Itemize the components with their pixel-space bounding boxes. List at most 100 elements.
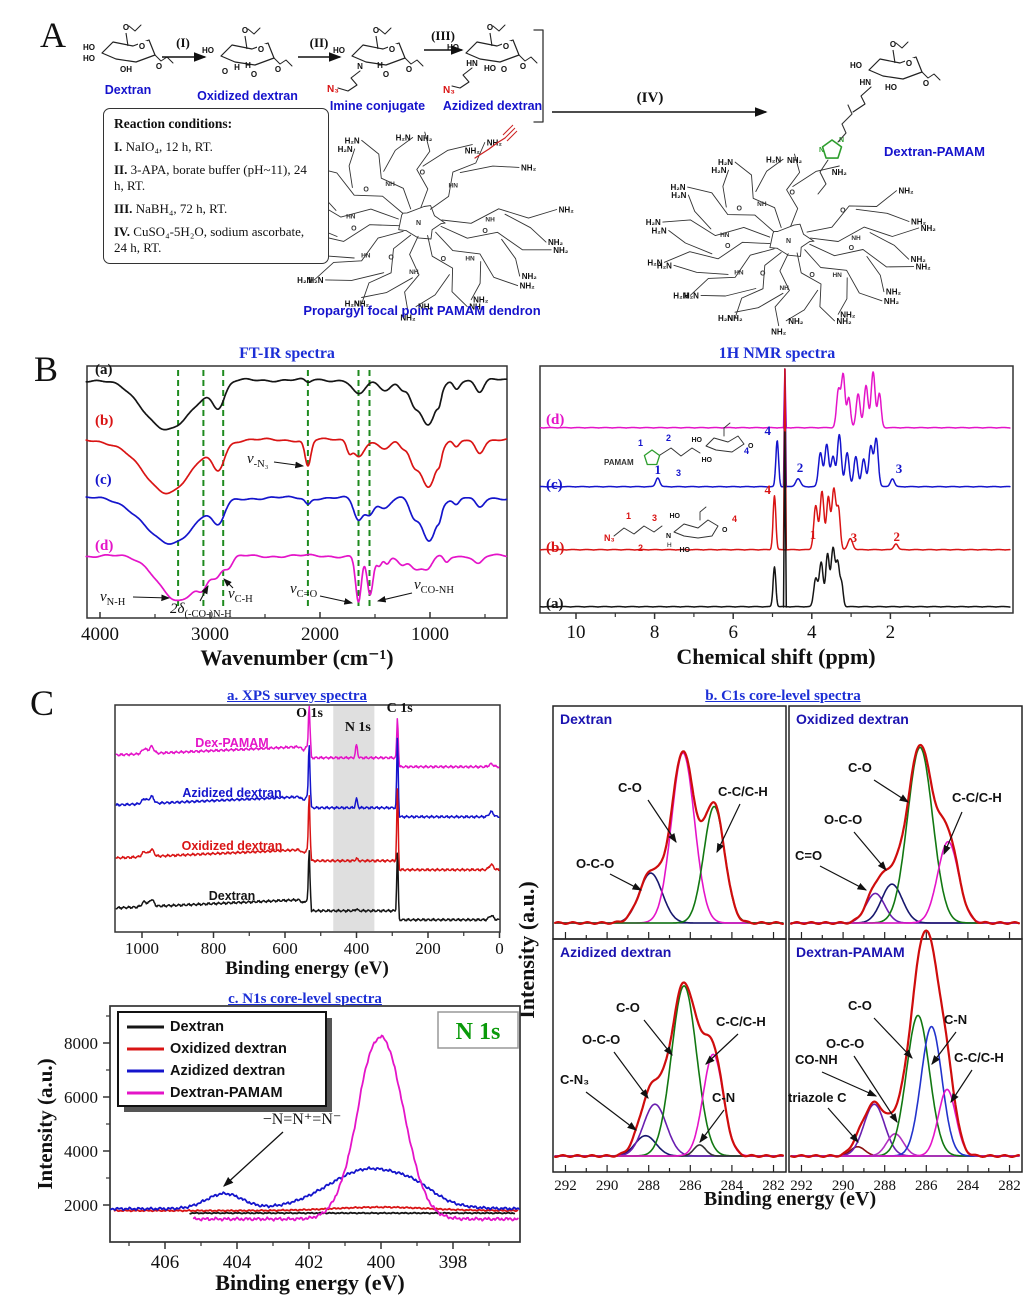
svg-text:H₂N: H₂N	[647, 258, 662, 267]
svg-text:284: 284	[957, 1178, 980, 1194]
svg-text:(I): (I)	[176, 35, 190, 50]
svg-text:H₂N: H₂N	[345, 300, 360, 309]
nmr-title: 1H NMR spectra	[718, 345, 836, 362]
svg-text:OH: OH	[120, 65, 132, 74]
svg-text:288: 288	[873, 1178, 896, 1194]
svg-text:3: 3	[851, 530, 858, 545]
azide-label-azidized: N₃	[443, 85, 455, 96]
svg-text:H: H	[245, 61, 251, 70]
svg-text:ν-N₃: ν-N₃	[247, 451, 269, 470]
c1s-title: b. C1s core-level spectra	[705, 688, 861, 704]
triazole-ring: NN	[819, 137, 844, 159]
svg-text:NH₂: NH₂	[840, 310, 856, 319]
svg-text:3: 3	[652, 513, 657, 523]
svg-text:O: O	[383, 70, 389, 79]
svg-text:(c): (c)	[546, 477, 563, 493]
svg-text:0: 0	[495, 939, 504, 958]
svg-text:3000: 3000	[191, 624, 229, 645]
svg-text:398: 398	[439, 1252, 468, 1273]
svg-text:(IV): (IV)	[637, 90, 664, 106]
svg-text:290: 290	[596, 1178, 619, 1194]
svg-text:NH₂: NH₂	[473, 296, 489, 305]
svg-text:Azidized dextran: Azidized dextran	[170, 1063, 285, 1079]
reaction-conditions-list: I. NaIO₄, 12 h, RT. II. 3-APA, borate buf…	[114, 139, 318, 255]
svg-text:O: O	[242, 26, 248, 35]
svg-text:NH: NH	[779, 285, 789, 292]
svg-text:HN: HN	[720, 232, 730, 239]
svg-text:O 1s: O 1s	[296, 706, 323, 721]
svg-text:Dextran: Dextran	[209, 889, 256, 903]
svg-text:1000: 1000	[125, 939, 159, 958]
svg-text:C-N: C-N	[712, 1090, 735, 1105]
svg-text:H₂N: H₂N	[711, 166, 726, 175]
svg-text:282: 282	[762, 1178, 785, 1194]
svg-text:(c): (c)	[95, 472, 112, 488]
svg-text:NH: NH	[485, 217, 495, 224]
svg-text:400: 400	[344, 939, 370, 958]
svg-text:NH₂: NH₂	[788, 317, 804, 326]
svg-text:O: O	[222, 67, 228, 76]
svg-text:NH₂: NH₂	[553, 246, 569, 255]
svg-text:O: O	[156, 62, 162, 71]
svg-text:8000: 8000	[64, 1034, 98, 1053]
panel-c-letter: C	[30, 683, 55, 723]
svg-text:HN: HN	[859, 78, 871, 87]
svg-text:286: 286	[679, 1178, 702, 1194]
svg-text:Oxidized dextran: Oxidized dextran	[796, 711, 909, 727]
svg-text:6: 6	[728, 622, 738, 643]
compound-label-dextran: Dextran	[104, 83, 152, 97]
svg-text:C=O: C=O	[795, 848, 822, 863]
svg-text:O: O	[275, 65, 281, 74]
svg-text:HO: HO	[83, 43, 95, 52]
svg-text:(b): (b)	[95, 413, 113, 429]
nmr-inset-c: PAMAM HO HO O 1 2 3 4	[604, 422, 754, 478]
reaction-conditions-box: Reaction conditions: I. NaIO₄, 12 h, RT.…	[103, 108, 329, 264]
svg-text:1: 1	[810, 527, 817, 542]
svg-text:Binding energy (eV): Binding energy (eV)	[225, 958, 389, 979]
svg-text:4: 4	[765, 423, 772, 438]
svg-text:1: 1	[654, 462, 661, 477]
svg-text:N 1s: N 1s	[345, 720, 372, 735]
svg-text:600: 600	[272, 939, 298, 958]
compound-label-oxidized: Oxidized dextran	[197, 89, 298, 103]
svg-text:C-N: C-N	[944, 1012, 967, 1027]
svg-text:O: O	[725, 243, 731, 250]
panel-b-letter: B	[34, 349, 59, 389]
svg-text:4000: 4000	[81, 624, 119, 645]
svg-text:HO: HO	[670, 513, 681, 520]
svg-text:O: O	[520, 62, 526, 71]
svg-text:O: O	[251, 70, 257, 79]
svg-text:2: 2	[797, 460, 804, 475]
svg-text:O: O	[849, 245, 855, 252]
product-label: Dextran-PAMAM	[884, 144, 985, 159]
svg-text:HN: HN	[346, 213, 356, 220]
svg-text:2: 2	[893, 529, 900, 544]
dendron-label: Propargyl focal point PAMAM dendron	[303, 303, 541, 318]
svg-text:2: 2	[638, 543, 643, 553]
panel-a-letter: A	[40, 15, 66, 55]
svg-text:Dextran: Dextran	[170, 1019, 224, 1035]
svg-text:PAMAM: PAMAM	[604, 458, 634, 467]
svg-text:NH: NH	[851, 235, 861, 242]
svg-text:H₂N: H₂N	[652, 226, 667, 235]
svg-text:NH₂: NH₂	[418, 303, 434, 312]
svg-text:286: 286	[915, 1178, 938, 1194]
svg-text:N: N	[666, 533, 671, 540]
svg-text:HN: HN	[466, 59, 478, 68]
svg-text:νN-H: νN-H	[100, 589, 126, 608]
svg-text:H₂N: H₂N	[646, 218, 661, 227]
svg-text:Azidized dextran: Azidized dextran	[182, 786, 281, 800]
svg-text:HN: HN	[832, 272, 842, 279]
svg-text:Wavenumber (cm⁻¹): Wavenumber (cm⁻¹)	[200, 645, 393, 670]
svg-text:HO: HO	[885, 83, 897, 92]
svg-text:O: O	[351, 226, 357, 233]
svg-text:O: O	[890, 40, 896, 49]
svg-text:N: N	[786, 238, 791, 245]
svg-text:NH₂: NH₂	[354, 300, 370, 309]
svg-text:1000: 1000	[411, 624, 449, 645]
svg-text:NH₂: NH₂	[727, 314, 743, 323]
svg-text:H₂N: H₂N	[673, 291, 688, 300]
svg-text:NH₂: NH₂	[886, 288, 902, 297]
